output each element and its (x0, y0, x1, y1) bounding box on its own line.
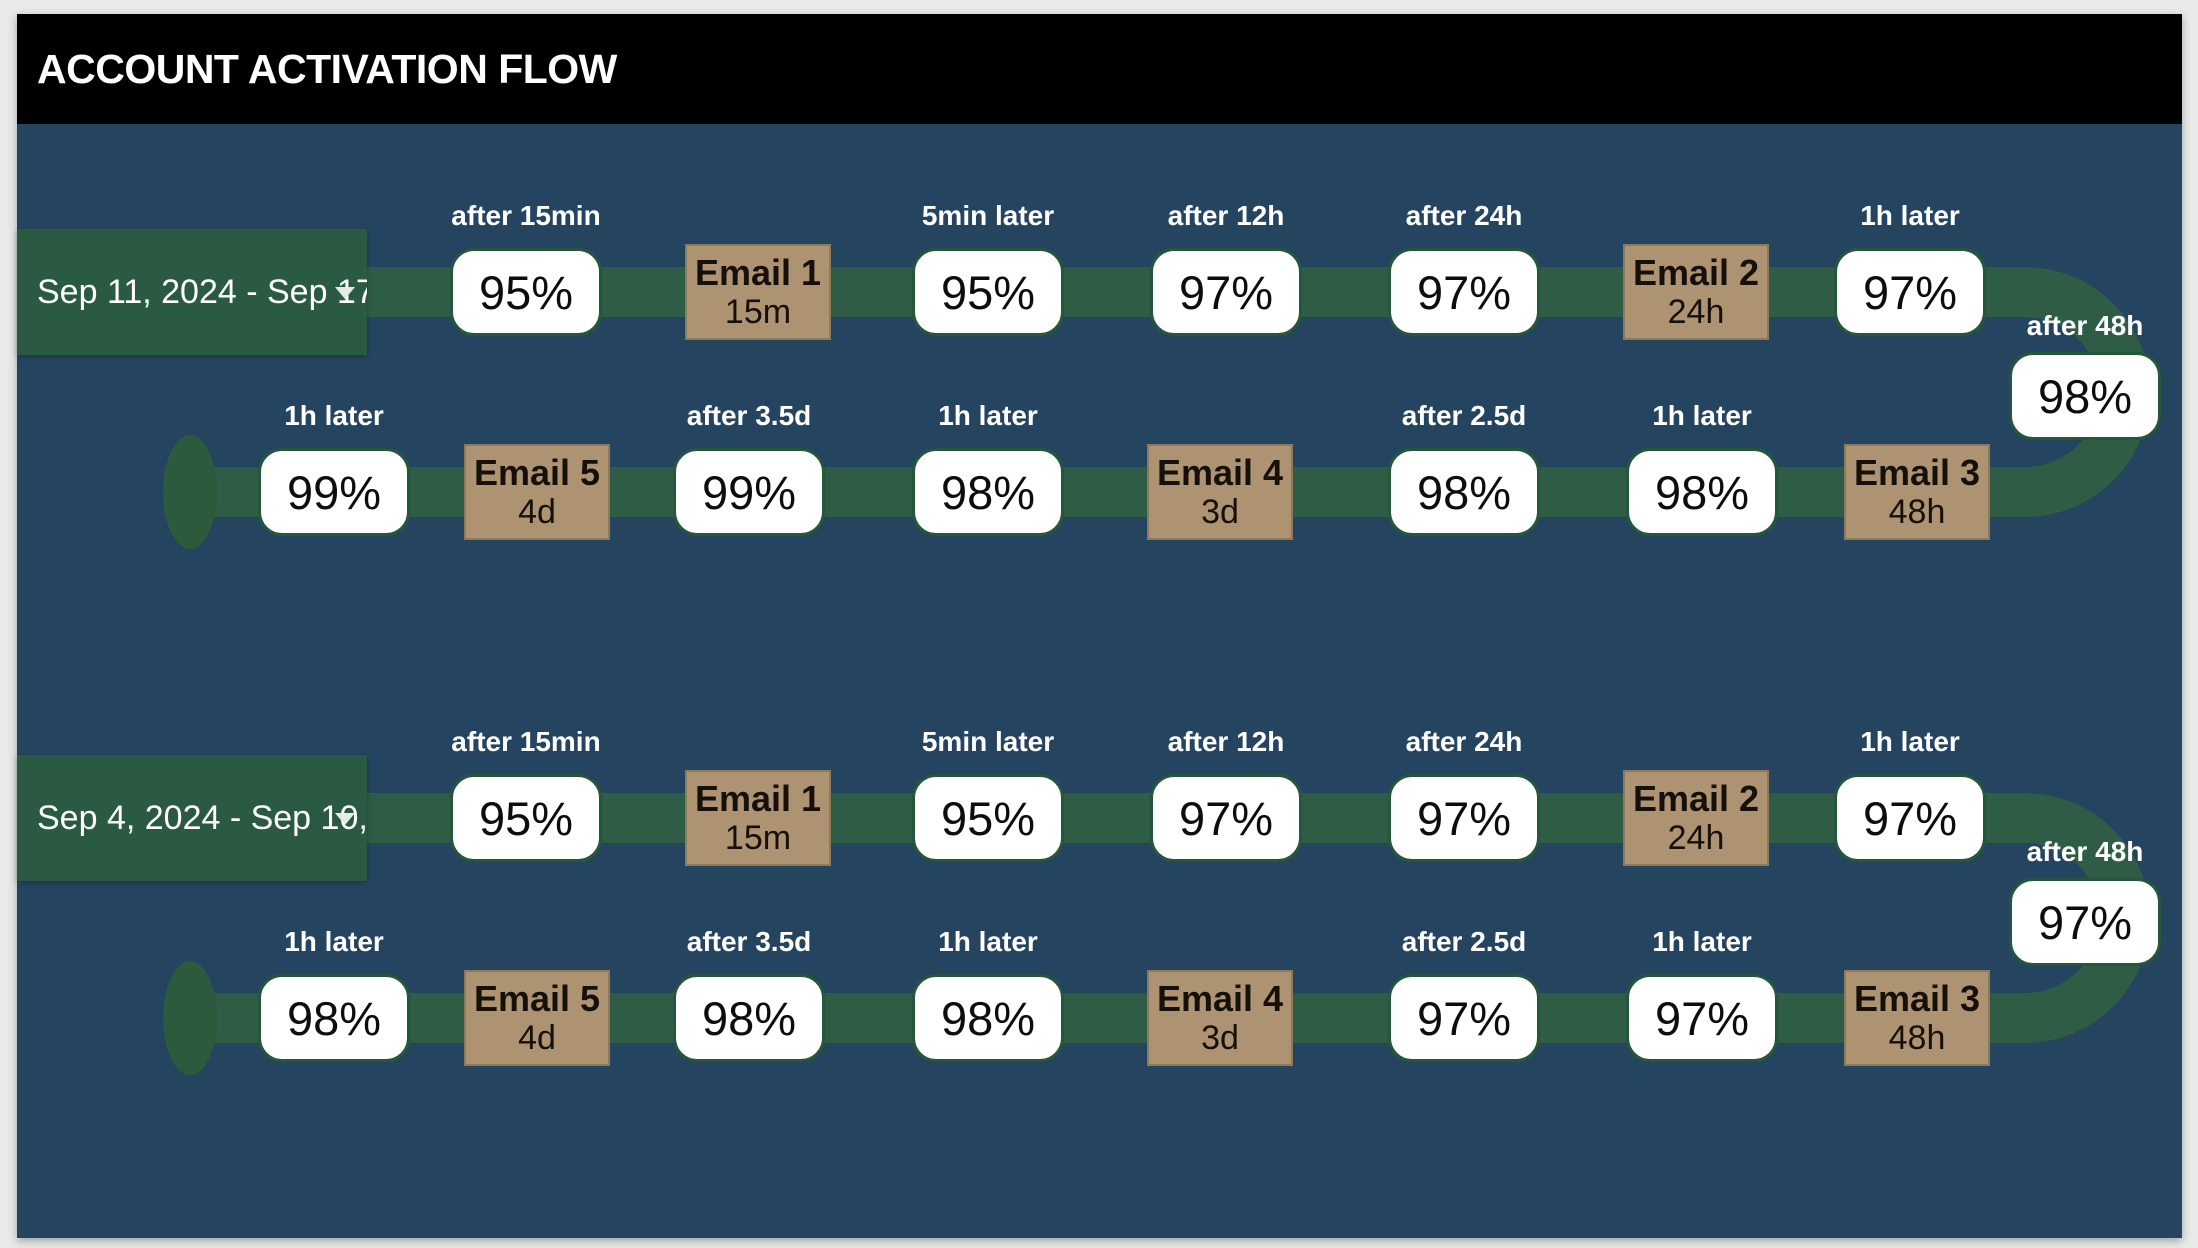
email-title: Email 2 (1632, 251, 1760, 293)
email-title: Email 1 (694, 251, 822, 293)
email-delay: 48h (1888, 1019, 1946, 1058)
step-delay-label: 1h later (938, 926, 1038, 957)
step-delay-label: after 3.5d (686, 926, 812, 957)
step-delay-label: after 2.5d (1401, 400, 1527, 431)
percent-node: 97% (2009, 878, 2161, 966)
percent-node: 95% (912, 248, 1064, 336)
email-node: Email 1 15m (685, 770, 831, 866)
percent-node: 95% (450, 774, 602, 862)
report-title: ACCOUNT ACTIVATION FLOW (37, 45, 617, 92)
percent-node: 97% (1388, 774, 1540, 862)
dropdown-caret-icon (335, 813, 355, 825)
email-title: Email 5 (473, 977, 601, 1019)
email-node: Email 5 4d (464, 970, 610, 1066)
percent-node: 97% (1150, 248, 1302, 336)
step-delay-label: after 24h (1405, 726, 1523, 757)
step-delay-label: 1h later (1860, 726, 1960, 757)
percent-node: 98% (673, 974, 825, 1062)
email-node: Email 3 48h (1844, 970, 1990, 1066)
step-delay-label: after 12h (1167, 726, 1285, 757)
report-header: ACCOUNT ACTIVATION FLOW (17, 14, 2182, 124)
step-delay-label: 5min later (921, 726, 1055, 757)
percent-node: 98% (258, 974, 410, 1062)
email-node: Email 1 15m (685, 244, 831, 340)
email-delay: 4d (518, 1019, 556, 1058)
step-delay-label: after 15min (451, 200, 601, 231)
step-delay-label: after 2.5d (1401, 926, 1527, 957)
email-node: Email 2 24h (1623, 770, 1769, 866)
step-delay-label: 1h later (1652, 926, 1752, 957)
email-delay: 3d (1201, 1019, 1239, 1058)
email-delay: 24h (1667, 293, 1725, 332)
date-range-label: Sep 4, 2024 - Sep 10, 2 (37, 798, 367, 837)
step-delay-label: 5min later (921, 200, 1055, 231)
email-title: Email 3 (1853, 977, 1981, 1019)
email-delay: 4d (518, 493, 556, 532)
email-title: Email 2 (1632, 777, 1760, 819)
email-title: Email 4 (1156, 977, 1284, 1019)
email-delay: 48h (1888, 493, 1946, 532)
percent-node: 98% (1388, 448, 1540, 536)
percent-node: 97% (1834, 248, 1986, 336)
percent-node: 97% (1388, 974, 1540, 1062)
step-delay-label: 1h later (1652, 400, 1752, 431)
flow-start-node-section-1 (163, 435, 217, 549)
percent-node: 98% (912, 448, 1064, 536)
percent-node: 95% (450, 248, 602, 336)
step-delay-label: after 48h (2026, 310, 2144, 341)
percent-node: 97% (1834, 774, 1986, 862)
email-delay: 3d (1201, 493, 1239, 532)
email-node: Email 4 3d (1147, 970, 1293, 1066)
percent-node: 97% (1388, 248, 1540, 336)
step-delay-label: 1h later (284, 400, 384, 431)
dropdown-caret-icon (335, 287, 355, 299)
email-title: Email 4 (1156, 451, 1284, 493)
percent-node: 98% (912, 974, 1064, 1062)
email-node: Email 5 4d (464, 444, 610, 540)
percent-node: 98% (2009, 352, 2161, 440)
email-delay: 15m (724, 293, 792, 332)
step-delay-label: after 15min (451, 726, 601, 757)
percent-node: 97% (1626, 974, 1778, 1062)
percent-node: 97% (1150, 774, 1302, 862)
email-title: Email 3 (1853, 451, 1981, 493)
email-title: Email 1 (694, 777, 822, 819)
percent-node: 99% (673, 448, 825, 536)
email-title: Email 5 (473, 451, 601, 493)
step-delay-label: after 12h (1167, 200, 1285, 231)
date-range-selector[interactable]: Sep 4, 2024 - Sep 10, 2 (17, 755, 367, 881)
step-delay-label: 1h later (284, 926, 384, 957)
percent-node: 98% (1626, 448, 1778, 536)
step-delay-label: 1h later (938, 400, 1038, 431)
percent-node: 99% (258, 448, 410, 536)
email-node: Email 3 48h (1844, 444, 1990, 540)
email-node: Email 2 24h (1623, 244, 1769, 340)
step-delay-label: after 3.5d (686, 400, 812, 431)
email-delay: 15m (724, 819, 792, 858)
step-delay-label: after 48h (2026, 836, 2144, 867)
email-node: Email 4 3d (1147, 444, 1293, 540)
step-delay-label: after 24h (1405, 200, 1523, 231)
flow-start-node-section-2 (163, 961, 217, 1075)
date-range-label: Sep 11, 2024 - Sep 17, (37, 272, 367, 311)
email-delay: 24h (1667, 819, 1725, 858)
date-range-selector[interactable]: Sep 11, 2024 - Sep 17, (17, 229, 367, 355)
percent-node: 95% (912, 774, 1064, 862)
step-delay-label: 1h later (1860, 200, 1960, 231)
